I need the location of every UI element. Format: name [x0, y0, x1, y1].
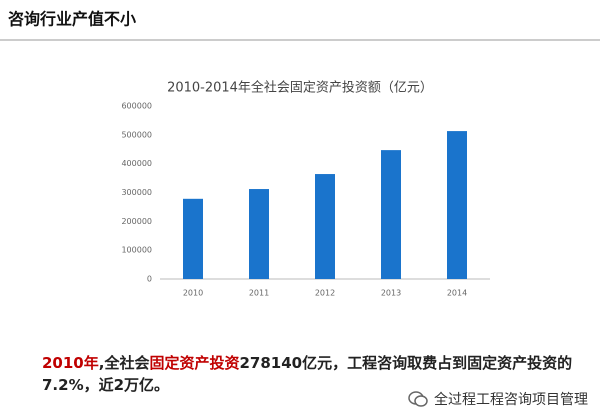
watermark-text: 全过程工程咨询项目管理 [434, 392, 588, 408]
caption-segment: ,全社会 [98, 354, 150, 372]
caption-segment: 278140亿元，工程咨询取费占到固定资产投资的7.2%，近2万亿。 [42, 354, 573, 394]
y-tick-label: 500000 [121, 130, 152, 139]
caption: 2010年,全社会固定资产投资278140亿元，工程咨询取费占到固定资产投资的7… [42, 352, 582, 396]
y-tick-label: 600000 [121, 102, 152, 111]
bar [183, 198, 203, 279]
y-tick-label: 100000 [121, 246, 152, 255]
bar [249, 189, 269, 279]
chart-title: 2010-2014年全社会固定资产投资额（亿元） [167, 80, 433, 96]
wechat-icon [408, 391, 428, 407]
bar [381, 150, 401, 279]
x-tick-label: 2010 [183, 289, 203, 298]
bar [447, 131, 467, 279]
x-tick-label: 2013 [381, 289, 401, 298]
y-tick-label: 200000 [121, 217, 152, 226]
header-title: 咨询行业产值不小 [8, 10, 136, 29]
watermark: 全过程工程咨询项目管理 [408, 389, 588, 409]
y-tick-label: 0 [147, 275, 152, 284]
caption-segment: 2010年 [42, 354, 99, 372]
caption-segment: 固定资产投资 [149, 354, 240, 372]
x-tick-label: 2011 [249, 289, 269, 298]
bar [315, 174, 335, 279]
y-tick-label: 400000 [121, 159, 152, 168]
y-tick-label: 300000 [121, 188, 152, 197]
x-tick-label: 2014 [447, 289, 467, 298]
x-tick-label: 2012 [315, 289, 335, 298]
